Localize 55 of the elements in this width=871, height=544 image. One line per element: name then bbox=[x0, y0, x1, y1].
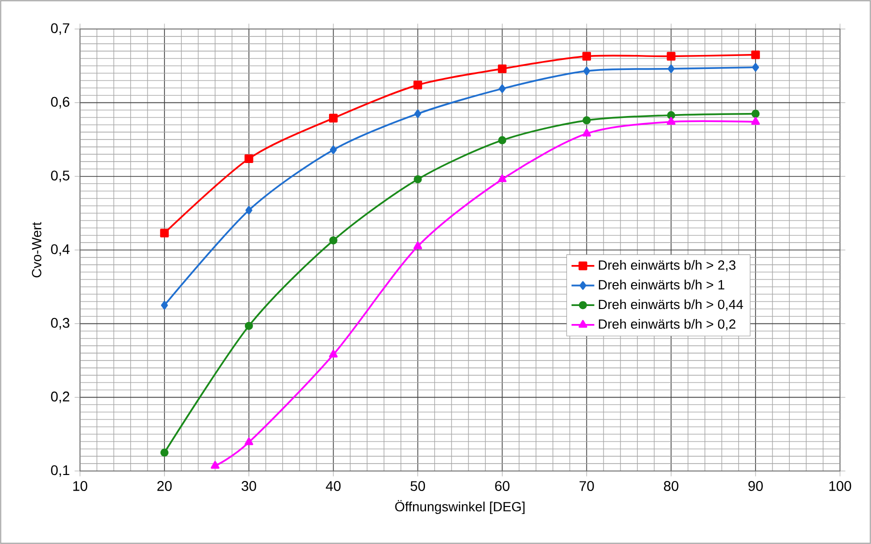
y-tick-label: 0,5 bbox=[51, 170, 70, 182]
legend-label: Dreh einwärts b/h > 0,44 bbox=[598, 299, 744, 311]
point bbox=[668, 64, 675, 74]
x-tick-label: 100 bbox=[829, 481, 852, 491]
point bbox=[582, 128, 592, 136]
point bbox=[583, 66, 590, 76]
x-axis-title: Öffnungswinkel [DEG] bbox=[395, 500, 524, 514]
y-tick-label: 0,6 bbox=[51, 96, 70, 108]
point bbox=[498, 84, 506, 94]
point bbox=[245, 206, 252, 215]
y-axis-title: Cvo-Wert bbox=[32, 222, 42, 278]
point bbox=[751, 50, 760, 60]
x-tick-label: 30 bbox=[242, 481, 256, 491]
point bbox=[752, 62, 760, 72]
y-tick-label: 0,7 bbox=[51, 23, 70, 35]
x-tick-label: 20 bbox=[157, 481, 172, 491]
point bbox=[666, 116, 676, 125]
point bbox=[329, 236, 338, 244]
point bbox=[160, 448, 169, 457]
point bbox=[751, 116, 760, 125]
point bbox=[413, 241, 422, 250]
x-tick-label: 90 bbox=[748, 481, 763, 491]
point bbox=[244, 437, 254, 446]
point bbox=[498, 64, 507, 74]
point bbox=[160, 228, 169, 238]
x-tick-label: 70 bbox=[580, 481, 594, 491]
y-tick-label: 0,1 bbox=[51, 465, 70, 477]
point bbox=[414, 109, 422, 118]
y-tick-label: 0,4 bbox=[51, 244, 70, 256]
x-tick-label: 10 bbox=[73, 481, 88, 491]
point bbox=[160, 300, 168, 310]
point bbox=[666, 52, 676, 61]
point bbox=[498, 174, 507, 182]
point bbox=[582, 52, 592, 61]
legend-label: Dreh einwärts b/h > 1 bbox=[598, 280, 724, 290]
point bbox=[244, 154, 254, 163]
point bbox=[582, 116, 591, 124]
point bbox=[329, 114, 338, 122]
x-tick-label: 40 bbox=[326, 481, 341, 491]
x-tick-label: 80 bbox=[664, 481, 678, 491]
point bbox=[498, 136, 506, 144]
point bbox=[667, 111, 676, 120]
x-tick-label: 50 bbox=[410, 481, 426, 491]
point bbox=[413, 80, 422, 90]
point bbox=[330, 145, 337, 154]
y-tick-label: 0,2 bbox=[51, 392, 70, 404]
point bbox=[329, 350, 338, 358]
legend-label: Dreh einwärts b/h > 2,3 bbox=[598, 260, 736, 272]
x-tick-label: 60 bbox=[495, 481, 510, 491]
y-tick-label: 0,3 bbox=[51, 318, 70, 330]
point bbox=[210, 460, 220, 469]
point bbox=[751, 110, 760, 118]
point bbox=[414, 175, 422, 184]
legend-label: Dreh einwärts b/h > 0,2 bbox=[598, 319, 736, 330]
point bbox=[244, 322, 253, 330]
